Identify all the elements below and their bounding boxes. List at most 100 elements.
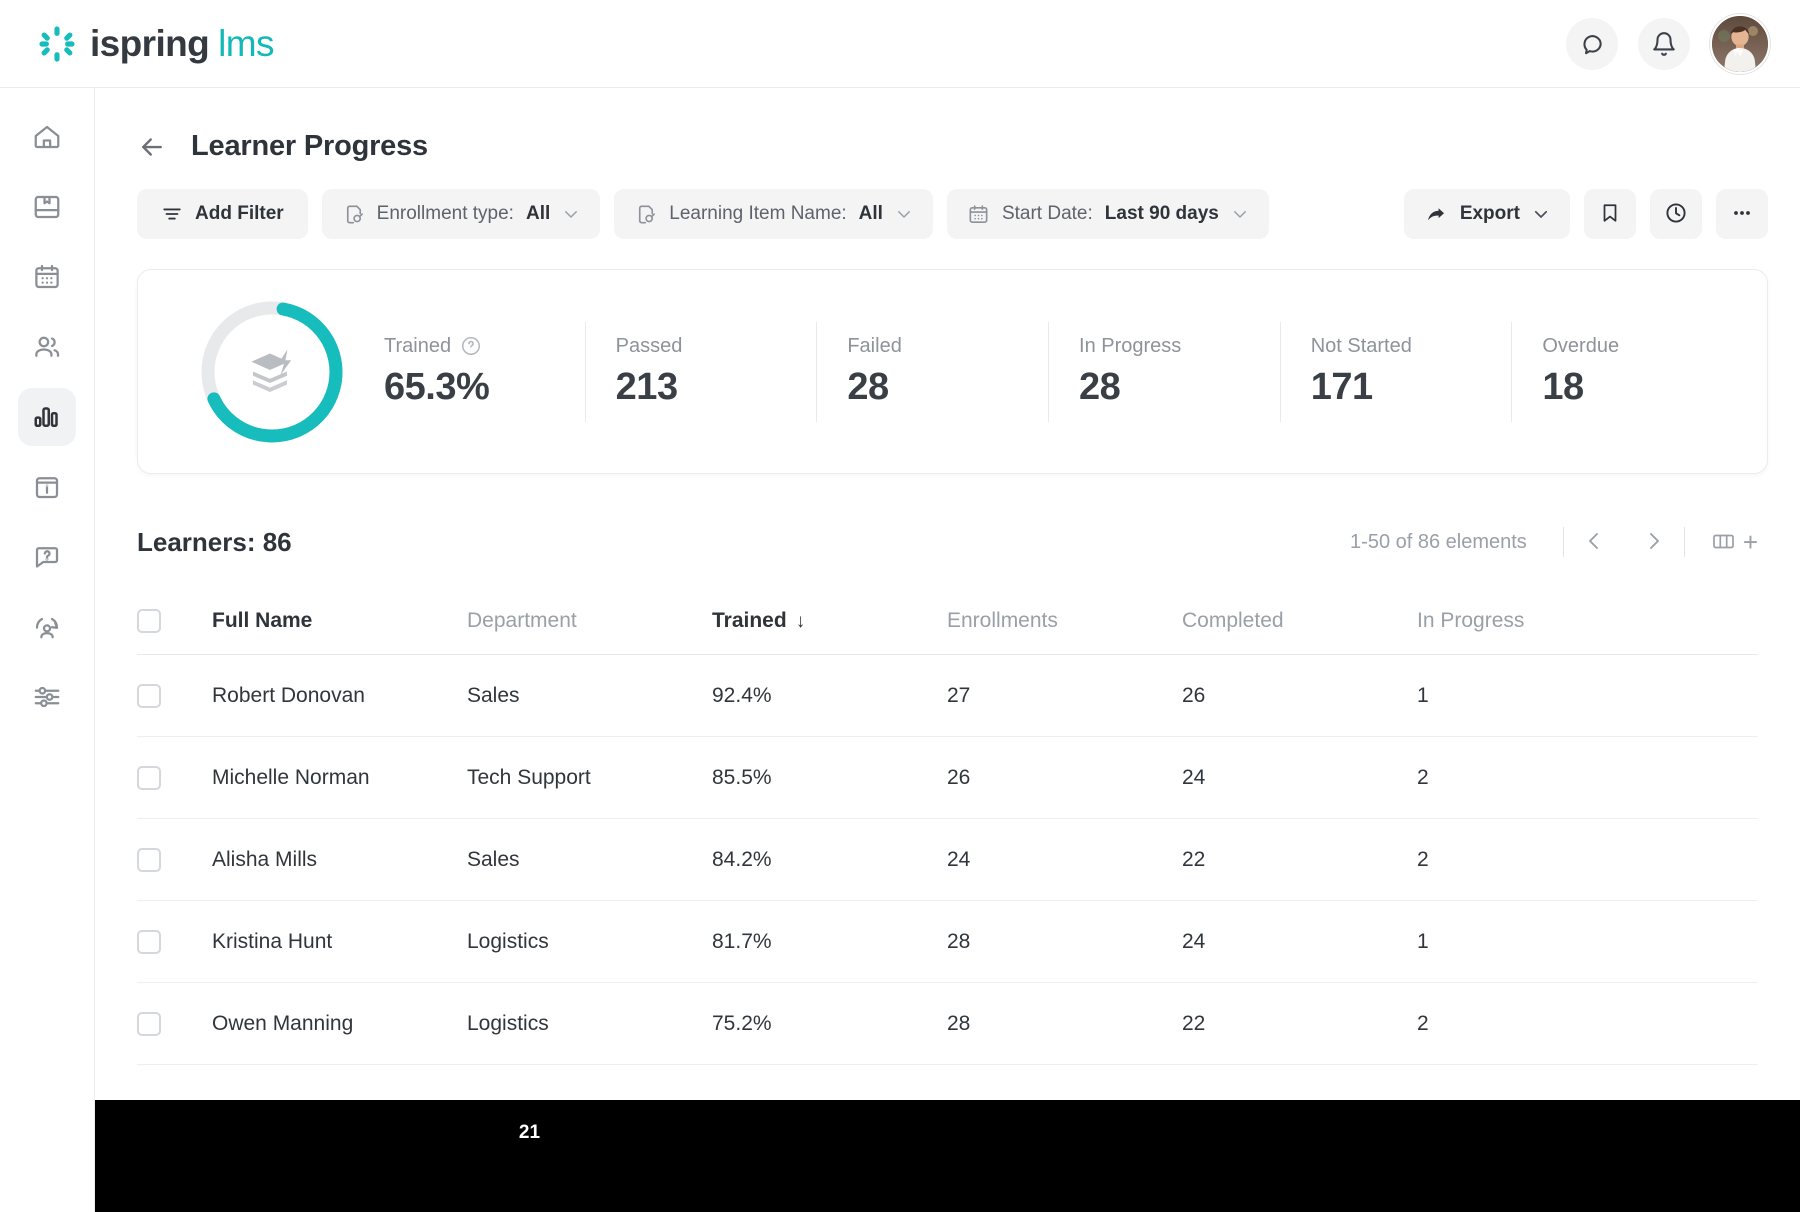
page-title: Learner Progress (191, 130, 428, 162)
top-bar: ispring lms (0, 0, 1800, 88)
divider (1683, 527, 1685, 557)
table-pagination: 1-50 of 86 elements (1350, 522, 1758, 562)
add-columns-button[interactable]: + (1711, 529, 1758, 556)
cell-full-name: Owen Manning (212, 982, 467, 1065)
summary-card: Trained 65.3% Passed 213 (137, 269, 1768, 474)
table-row[interactable]: Michelle Norman Tech Support 85.5% 26 24… (137, 736, 1758, 819)
table-row[interactable]: Robert Donovan Sales 92.4% 27 26 1 (137, 654, 1758, 737)
cell-in-progress: 2 (1417, 736, 1758, 819)
sidebar-item-help-desk[interactable] (18, 528, 76, 586)
sidebar-item-settings[interactable] (18, 668, 76, 726)
cell-enrollments: 24 (947, 818, 1182, 901)
stat-not-started-value: 171 (1310, 365, 1373, 408)
performance-user-icon (32, 612, 62, 642)
filter-chip-start-date-value: Last 90 days (1104, 203, 1219, 224)
help-circle-icon[interactable] (460, 335, 482, 357)
stat-passed-label: Passed (615, 334, 683, 357)
library-book-icon (32, 192, 62, 222)
cell-trained: 75.2% (712, 982, 947, 1065)
stat-trained-label: Trained (384, 334, 452, 357)
stat-trained-value: 65.3% (384, 365, 490, 408)
filter-chip-learning-item[interactable]: Learning Item Name: All (614, 189, 933, 239)
schedule-report-button[interactable] (1650, 189, 1702, 239)
select-all-checkbox[interactable] (137, 609, 161, 633)
plus-icon: + (1742, 527, 1758, 557)
sidebar-item-news[interactable] (18, 458, 76, 516)
chevron-right-icon (1642, 529, 1666, 556)
table-row[interactable]: Alisha Mills Sales 84.2% 24 22 2 (137, 818, 1758, 901)
sidebar-item-calendar[interactable] (18, 248, 76, 306)
filter-chip-learning-item-label: Learning Item Name: (669, 203, 847, 224)
column-header-in-progress[interactable]: In Progress (1417, 588, 1758, 655)
chevron-down-icon (1532, 205, 1550, 223)
column-header-trained[interactable]: Trained ↓ (712, 588, 947, 655)
cell-enrollments: 28 (947, 982, 1182, 1065)
column-header-department[interactable]: Department (467, 588, 712, 655)
more-options-button[interactable] (1716, 189, 1768, 239)
chat-bubble-icon[interactable] (1566, 17, 1618, 70)
row-checkbox[interactable] (137, 847, 161, 872)
cell-trained: 92.4% (712, 654, 947, 737)
cell-department: Tech Support (467, 736, 712, 819)
cell-trained: 81.7% (712, 900, 947, 983)
summary-stats: Trained 65.3% Passed 213 (384, 321, 1743, 422)
save-report-button[interactable] (1584, 189, 1636, 239)
row-select-cell (137, 736, 212, 819)
add-filter-button[interactable]: Add Filter (137, 189, 308, 239)
stat-in-progress-label: In Progress (1079, 334, 1182, 357)
learners-table: Full Name Department Trained ↓ Enrollment… (137, 588, 1758, 1065)
row-checkbox[interactable] (137, 765, 161, 790)
bookmark-icon (1599, 202, 1621, 227)
user-avatar[interactable] (1710, 13, 1770, 74)
page-number: 21 (518, 1122, 541, 1143)
sidebar (0, 88, 95, 1212)
users-icon (32, 332, 62, 362)
cell-enrollments: 28 (947, 900, 1182, 983)
filter-lines-icon (161, 203, 183, 225)
export-label: Export (1459, 203, 1520, 224)
divider (1562, 527, 1564, 557)
notification-bell-icon[interactable] (1638, 17, 1690, 70)
table-row[interactable]: Kristina Hunt Logistics 81.7% 28 24 1 (137, 900, 1758, 983)
stat-failed: Failed 28 (816, 321, 1048, 422)
column-header-enrollments[interactable]: Enrollments (947, 588, 1182, 655)
column-header-completed[interactable]: Completed (1182, 588, 1417, 655)
table-row[interactable]: Owen Manning Logistics 75.2% 28 22 2 (137, 982, 1758, 1065)
brand-logo[interactable]: ispring lms (38, 25, 274, 63)
row-checkbox[interactable] (137, 1011, 161, 1036)
sidebar-item-home[interactable] (18, 108, 76, 166)
home-icon (32, 122, 62, 152)
sidebar-item-courses[interactable] (18, 178, 76, 236)
stat-not-started-label: Not Started (1310, 334, 1412, 357)
sidebar-item-performance[interactable] (18, 598, 76, 656)
row-checkbox[interactable] (137, 929, 161, 954)
filter-chip-enrollment-type[interactable]: Enrollment type: All (321, 189, 601, 239)
cell-department: Logistics (467, 982, 712, 1065)
prev-page-button[interactable] (1564, 522, 1624, 562)
row-select-cell (137, 982, 212, 1065)
table-toolbar: Learners: 86 1-50 of 86 elements (137, 522, 1758, 562)
sidebar-item-reports[interactable] (18, 388, 76, 446)
export-button[interactable]: Export (1403, 189, 1570, 239)
cell-completed: 24 (1182, 736, 1417, 819)
cell-full-name: Robert Donovan (212, 654, 467, 737)
brand-lms: lms (218, 23, 274, 64)
filter-chip-start-date[interactable]: Start Date: Last 90 days (946, 189, 1269, 239)
stat-overdue-value: 18 (1542, 365, 1584, 408)
next-page-button[interactable] (1624, 522, 1684, 562)
cell-completed: 22 (1182, 818, 1417, 901)
share-arrow-icon (1424, 202, 1448, 226)
ellipsis-icon (1730, 201, 1754, 228)
table-header: Full Name Department Trained ↓ Enrollment… (137, 588, 1758, 655)
column-header-full-name[interactable]: Full Name (212, 588, 467, 655)
sidebar-item-users[interactable] (18, 318, 76, 376)
learning-item-icon (634, 203, 657, 226)
brand-name: ispring lms (90, 25, 274, 62)
trained-donut-chart (196, 296, 348, 448)
back-arrow-icon[interactable] (137, 132, 167, 162)
top-bar-actions (1566, 13, 1770, 74)
row-select-cell (137, 818, 212, 901)
row-checkbox[interactable] (137, 683, 161, 708)
calendar-icon (32, 262, 62, 292)
cell-completed: 26 (1182, 654, 1417, 737)
